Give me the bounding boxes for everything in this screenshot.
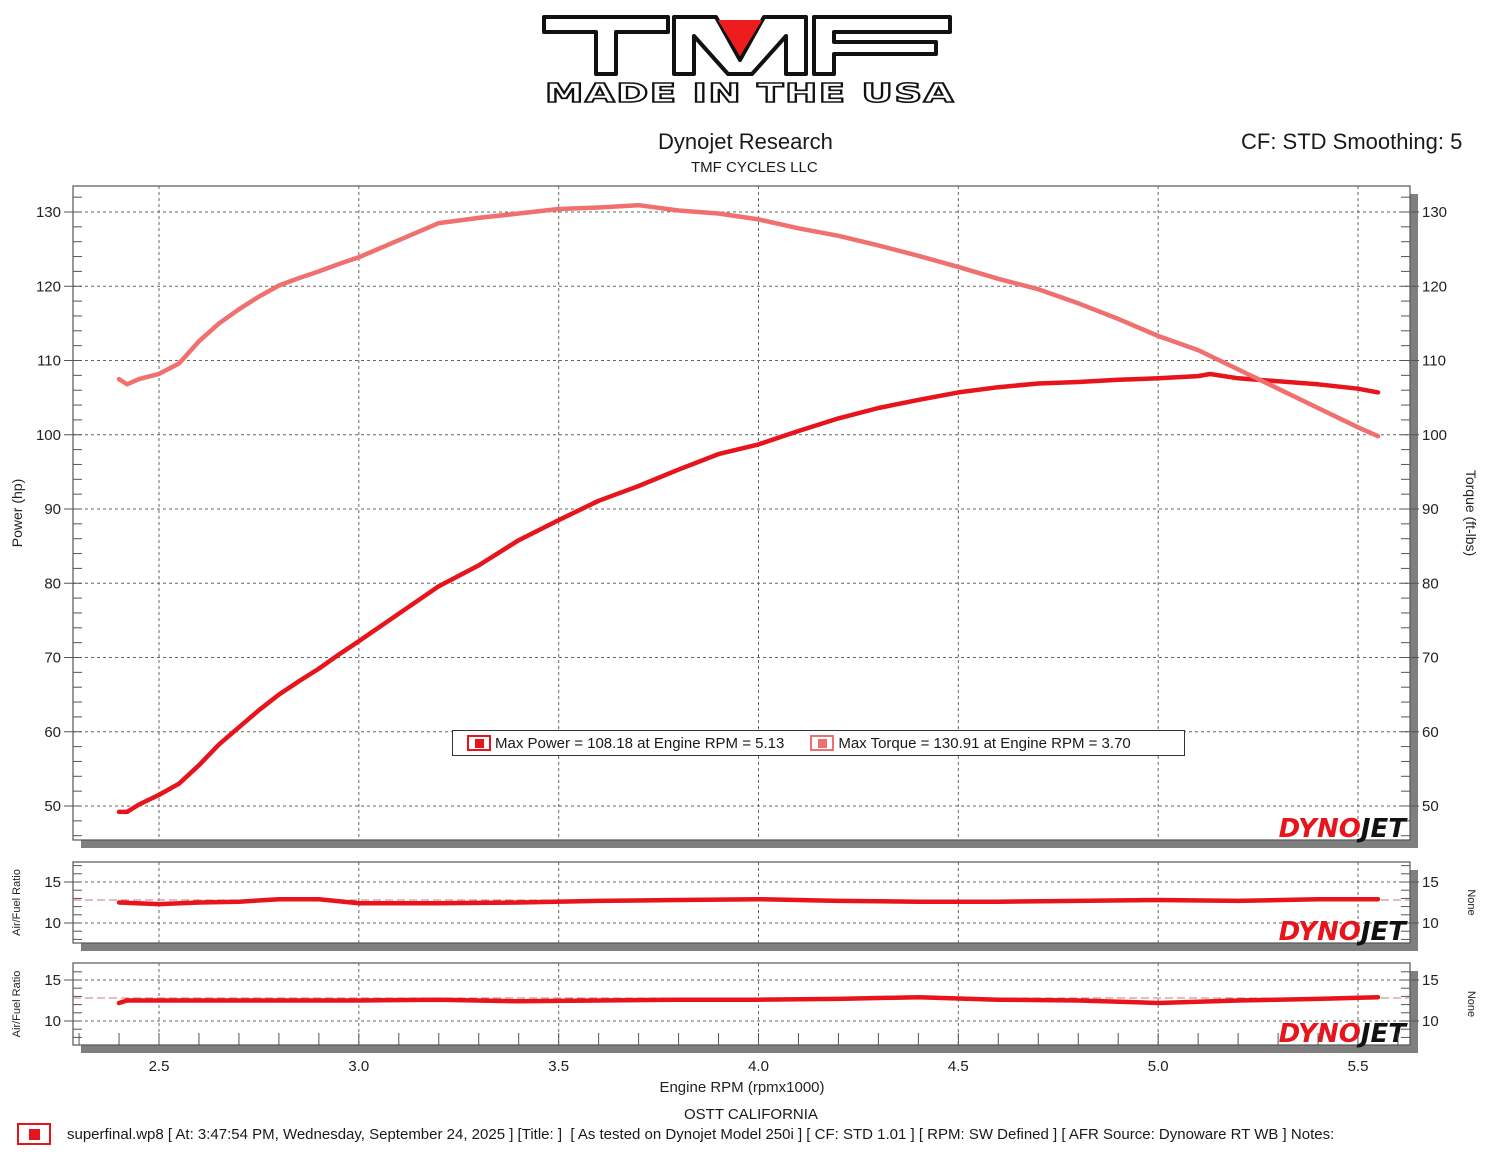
dynojet-watermark-logo: DYNOJET (1279, 1019, 1409, 1049)
legend-label-torque: Max Torque = 130.91 at Engine RPM = 3.70 (838, 734, 1131, 752)
y2-axis-title: Torque (ft-lbs) (1463, 470, 1479, 556)
y-tick-label: 80 (44, 575, 61, 592)
series-power-hp- (116, 371, 1381, 815)
y-tick-label: 70 (44, 650, 61, 667)
y-tick-label: 120 (36, 278, 61, 295)
y2-tick-label: 110 (1422, 353, 1446, 370)
legend-item-torque: Max Torque = 130.91 at Engine RPM = 3.70 (810, 734, 1131, 752)
series-air-fuel-ratio-pane-1- (116, 896, 1381, 907)
y2-tick-label: 50 (1422, 798, 1439, 815)
y-tick-label: 10 (44, 1013, 61, 1030)
y-tick-label: 60 (44, 724, 61, 741)
y-tick-label: 10 (44, 915, 61, 932)
y-tick-label: 90 (44, 501, 61, 518)
y2-tick-label: 70 (1422, 650, 1439, 667)
correction-info: CF: STD Smoothing: 5 (1241, 129, 1463, 154)
y2-tick-label: 10 (1422, 1013, 1439, 1030)
x-axis-title: Engine RPM (rpmx1000) (659, 1079, 824, 1096)
y2-axis-title: None (1465, 991, 1477, 1017)
y-tick-label: 110 (37, 353, 61, 370)
x-tick-label: 5.5 (1348, 1058, 1369, 1075)
dynojet-watermark-logo: DYNOJET (1279, 917, 1409, 947)
y2-tick-label: 15 (1422, 972, 1439, 989)
chart-subtitle: TMF CYCLES LLC (691, 159, 818, 176)
tmf-logo: MADE IN THE USA (542, 15, 955, 107)
legend-label-power: Max Power = 108.18 at Engine RPM = 5.13 (495, 734, 785, 752)
x-tick-label: 2.5 (149, 1058, 170, 1075)
y2-tick-label: 10 (1422, 915, 1439, 932)
y2-tick-label: 15 (1422, 874, 1439, 891)
run-swatch-icon (17, 1123, 51, 1145)
tmf-letters (542, 15, 952, 76)
y2-tick-label: 80 (1422, 575, 1439, 592)
logo-tagline: MADE IN THE USA (545, 79, 955, 107)
torque-swatch-icon (810, 735, 835, 751)
series-torque-ft-lbs- (116, 202, 1381, 439)
afr-pane-1: 10 10 15 15 DYNOJET Air/Fuel Ratio None (11, 861, 1477, 951)
chart-legend: Max Power = 108.18 at Engine RPM = 5.13 … (452, 730, 1185, 756)
y-axis-title: Air/Fuel Ratio (11, 971, 23, 1038)
run-info: superfinal.wp8 [ At: 3:47:54 PM, Wednesd… (67, 1126, 1335, 1143)
legend-item-power: Max Power = 108.18 at Engine RPM = 5.13 (467, 735, 784, 752)
y-tick-label: 130 (36, 204, 61, 221)
x-tick-label: 4.0 (748, 1058, 769, 1075)
y2-tick-label: 120 (1422, 278, 1447, 295)
dynojet-watermark-logo: DYNOJET (1279, 814, 1409, 844)
location-label: OSTT CALIFORNIA (684, 1106, 818, 1123)
y-tick-label: 15 (44, 972, 61, 989)
x-tick-label: 5.0 (1148, 1058, 1169, 1075)
x-tick-label: 4.5 (948, 1058, 969, 1075)
y-tick-label: 50 (44, 798, 61, 815)
afr-pane-2: 10 10 15 15 DYNOJET Air/Fuel Ratio None (11, 962, 1477, 1053)
x-tick-label: 3.5 (548, 1058, 569, 1075)
y-axis-title: Power (hp) (9, 479, 25, 547)
logo-red-triangle (718, 20, 762, 56)
y-tick-label: 100 (36, 427, 61, 444)
y2-tick-label: 90 (1422, 501, 1439, 518)
y2-tick-label: 60 (1422, 724, 1439, 741)
series-air-fuel-ratio-pane-2- (116, 994, 1381, 1006)
y2-tick-label: 130 (1422, 204, 1447, 221)
power-swatch-icon (467, 735, 491, 751)
y2-axis-title: None (1465, 889, 1477, 915)
chart-title: Dynojet Research (658, 129, 833, 154)
y-tick-label: 15 (44, 874, 61, 891)
y-axis-title: Air/Fuel Ratio (11, 869, 23, 936)
x-tick-label: 3.0 (348, 1058, 369, 1075)
y2-tick-label: 100 (1422, 427, 1447, 444)
